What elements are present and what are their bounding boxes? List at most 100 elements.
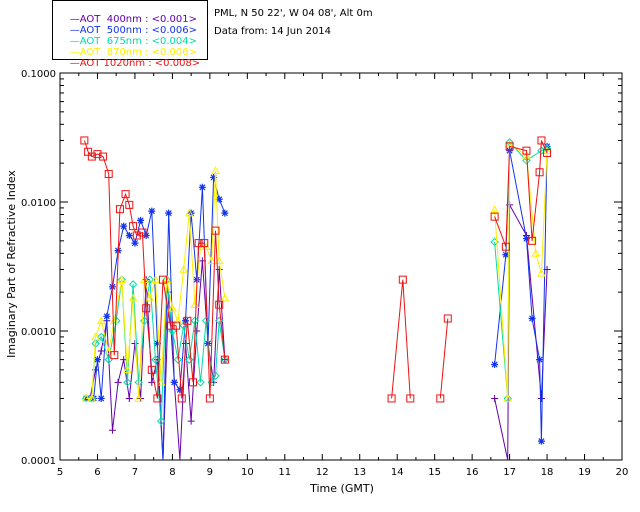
legend-item-400nm: —AOT 400nm : <0.001> — [57, 3, 197, 25]
series-line — [494, 140, 548, 247]
data-point — [156, 377, 166, 386]
data-point — [123, 365, 132, 374]
data-point — [114, 378, 122, 386]
series-line — [439, 318, 449, 399]
data-point — [97, 332, 106, 342]
data-point — [104, 169, 113, 178]
plot-axes — [59, 72, 623, 461]
data-point — [166, 321, 175, 330]
legend-swatch-870nm: — — [69, 47, 80, 58]
data-point — [398, 275, 407, 284]
legend-swatch-675nm: — — [69, 36, 80, 47]
data-point — [503, 393, 513, 402]
legend-item-1020nm: —AOT 1020nm : <0.008> — [57, 47, 200, 69]
y-axis-label: Imaginary Part of Refractive Index — [5, 170, 18, 358]
data-point — [145, 293, 155, 302]
series-layer — [80, 136, 552, 461]
data-point — [91, 332, 100, 341]
data-point — [522, 150, 531, 159]
data-point — [436, 394, 445, 403]
data-point — [505, 142, 514, 151]
data-point — [207, 256, 217, 265]
data-point — [147, 365, 156, 374]
series-line — [86, 279, 226, 422]
data-point — [179, 264, 188, 273]
data-point — [211, 371, 220, 380]
data-point — [134, 378, 143, 387]
data-point — [153, 394, 162, 403]
series-square — [80, 136, 552, 403]
data-point — [387, 394, 396, 403]
legend-label-870nm: AOT 870nm : <0.006> — [79, 47, 197, 58]
data-point — [142, 304, 151, 313]
data-point — [96, 316, 106, 325]
data-point — [543, 148, 552, 157]
x-tick-label: 6 — [94, 467, 100, 478]
data-point — [131, 340, 139, 348]
data-point — [173, 316, 183, 325]
data-point — [117, 275, 127, 283]
y-tick-label: 0.0001 — [21, 456, 56, 467]
x-tick-label: 11 — [278, 467, 291, 478]
data-point — [215, 195, 223, 203]
data-point — [103, 312, 111, 320]
data-point — [184, 208, 194, 217]
data-point — [221, 209, 229, 217]
data-point — [134, 393, 144, 402]
data-point — [210, 173, 218, 181]
data-point — [177, 394, 186, 403]
data-point — [531, 248, 541, 257]
data-point — [80, 136, 89, 145]
data-point — [139, 275, 149, 283]
x-tick-label: 17 — [503, 467, 516, 478]
data-point — [490, 212, 499, 221]
x-tick-label: 18 — [541, 467, 554, 478]
data-point — [121, 190, 130, 199]
data-point — [125, 231, 133, 239]
data-point — [108, 426, 116, 434]
legend-swatch-1020nm: — — [69, 58, 80, 69]
data-point — [542, 146, 552, 154]
data-point — [138, 228, 147, 237]
data-point — [491, 394, 499, 402]
x-axis-label: Time (GMT) — [309, 482, 374, 495]
y-tick-label: 0.0010 — [21, 327, 56, 338]
legend-label-400nm: AOT 400nm : <0.001> — [79, 14, 197, 25]
data-point — [93, 356, 101, 364]
legend-label-675nm: AOT 675nm : <0.004> — [79, 36, 197, 47]
data-point — [170, 378, 178, 386]
data-point — [215, 316, 224, 325]
data-point — [153, 340, 161, 348]
data-point — [168, 303, 177, 312]
data-point — [196, 378, 205, 387]
data-point — [215, 265, 223, 273]
data-point — [406, 394, 415, 403]
data-point — [168, 326, 177, 336]
data-point — [503, 394, 512, 403]
data-point — [528, 314, 536, 322]
data-point — [201, 316, 211, 325]
x-tick-label: 14 — [391, 467, 404, 478]
series-triangle — [81, 139, 552, 402]
y-tick-label: 0.0100 — [21, 198, 56, 209]
series-line — [83, 140, 226, 399]
data-point — [528, 236, 537, 245]
data-point — [215, 300, 224, 309]
data-point — [93, 150, 102, 159]
data-point — [187, 417, 195, 425]
legend-label-500nm: AOT 500nm : <0.006> — [79, 25, 197, 36]
data-point — [156, 416, 166, 426]
data-point — [159, 275, 168, 284]
data-point — [198, 183, 206, 191]
x-tick-label: 16 — [466, 467, 479, 478]
data-point — [501, 242, 510, 251]
data-point — [220, 355, 229, 364]
data-point — [120, 222, 128, 230]
data-point — [82, 394, 91, 403]
data-point — [172, 321, 181, 330]
data-point — [115, 205, 124, 214]
data-point — [99, 152, 108, 161]
data-point — [104, 346, 114, 355]
data-point — [128, 293, 138, 302]
